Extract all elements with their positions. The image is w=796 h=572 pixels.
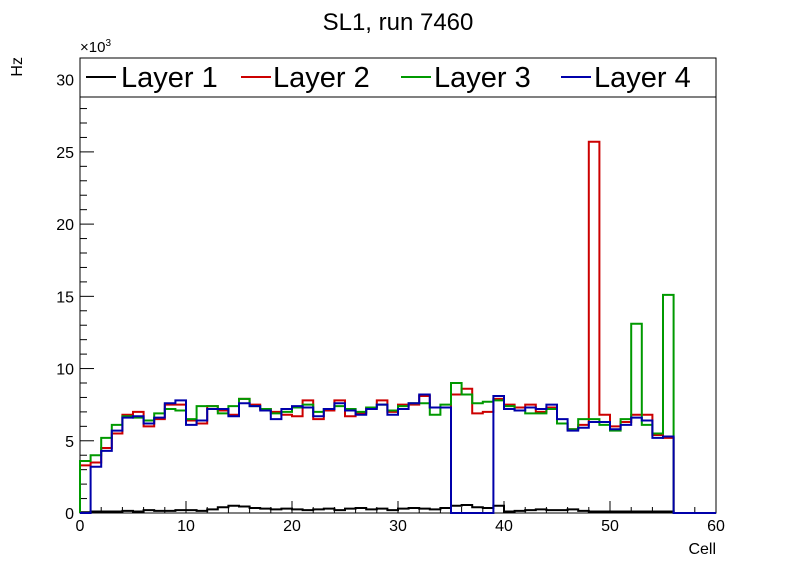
legend-label-2: Layer 2: [273, 62, 370, 94]
y-axis-label: Hz: [9, 57, 26, 77]
y-tick-label: 0: [65, 506, 74, 523]
legend-label-1: Layer 1: [121, 62, 218, 94]
x-tick-label: 20: [283, 518, 301, 535]
x-tick-label: 30: [389, 518, 407, 535]
x-tick-label: 40: [495, 518, 513, 535]
series-lines: [79, 140, 716, 514]
plot-frame: [79, 57, 717, 514]
y-tick-label: 5: [65, 434, 74, 451]
x-axis-label: Cell: [688, 541, 716, 558]
y-tick-label: 15: [56, 289, 74, 306]
x-tick-label: 0: [76, 518, 85, 535]
series-line-1: [79, 504, 716, 514]
x-tick-label: 10: [177, 518, 195, 535]
legend: Layer 1 Layer 2 Layer 3 Layer 4: [86, 62, 691, 94]
chart-title: SL1, run 7460: [323, 9, 474, 36]
legend-box: [79, 57, 717, 98]
legend-label-4: Layer 4: [594, 62, 691, 94]
y-multiplier: ×103: [80, 38, 111, 56]
series-line-2: [79, 140, 716, 514]
y-tick-label: 30: [56, 73, 74, 90]
y-tick-label: 25: [56, 145, 74, 162]
x-tick-label: 60: [707, 518, 725, 535]
series-line-4: [80, 393, 716, 514]
axis-ticks: 0 10 20 30 40 50 60 0 5 10 15 20 25 30: [56, 64, 725, 535]
y-tick-label: 20: [56, 217, 74, 234]
x-tick-label: 50: [601, 518, 619, 535]
y-multiplier-exponent: 3: [105, 38, 111, 49]
y-multiplier-base: ×10: [80, 39, 105, 56]
legend-label-3: Layer 3: [434, 62, 531, 94]
y-tick-label: 10: [56, 362, 74, 379]
